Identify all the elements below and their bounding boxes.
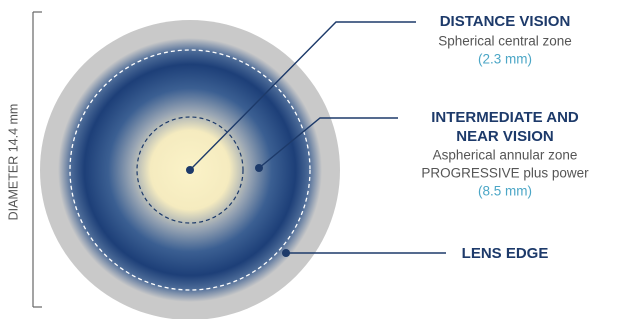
- callout-description: Spherical central zone: [438, 34, 572, 49]
- callout-measure: (8.5 mm): [478, 184, 532, 199]
- callout-title: DISTANCE VISION: [440, 13, 571, 30]
- callout-title: INTERMEDIATE AND: [431, 109, 579, 126]
- callout-description: Aspherical annular zone: [433, 148, 578, 163]
- callout-title: NEAR VISION: [456, 128, 554, 145]
- callout-measure: (2.3 mm): [478, 52, 532, 67]
- diameter-scale: DIAMETER 14.4 mm: [6, 12, 42, 307]
- lens-diagram: DIAMETER 14.4 mm DISTANCE VISION Spheric…: [0, 0, 621, 319]
- callout-title: LENS EDGE: [462, 245, 549, 262]
- callout-description: PROGRESSIVE plus power: [421, 166, 589, 181]
- diameter-label: DIAMETER 14.4 mm: [6, 104, 20, 221]
